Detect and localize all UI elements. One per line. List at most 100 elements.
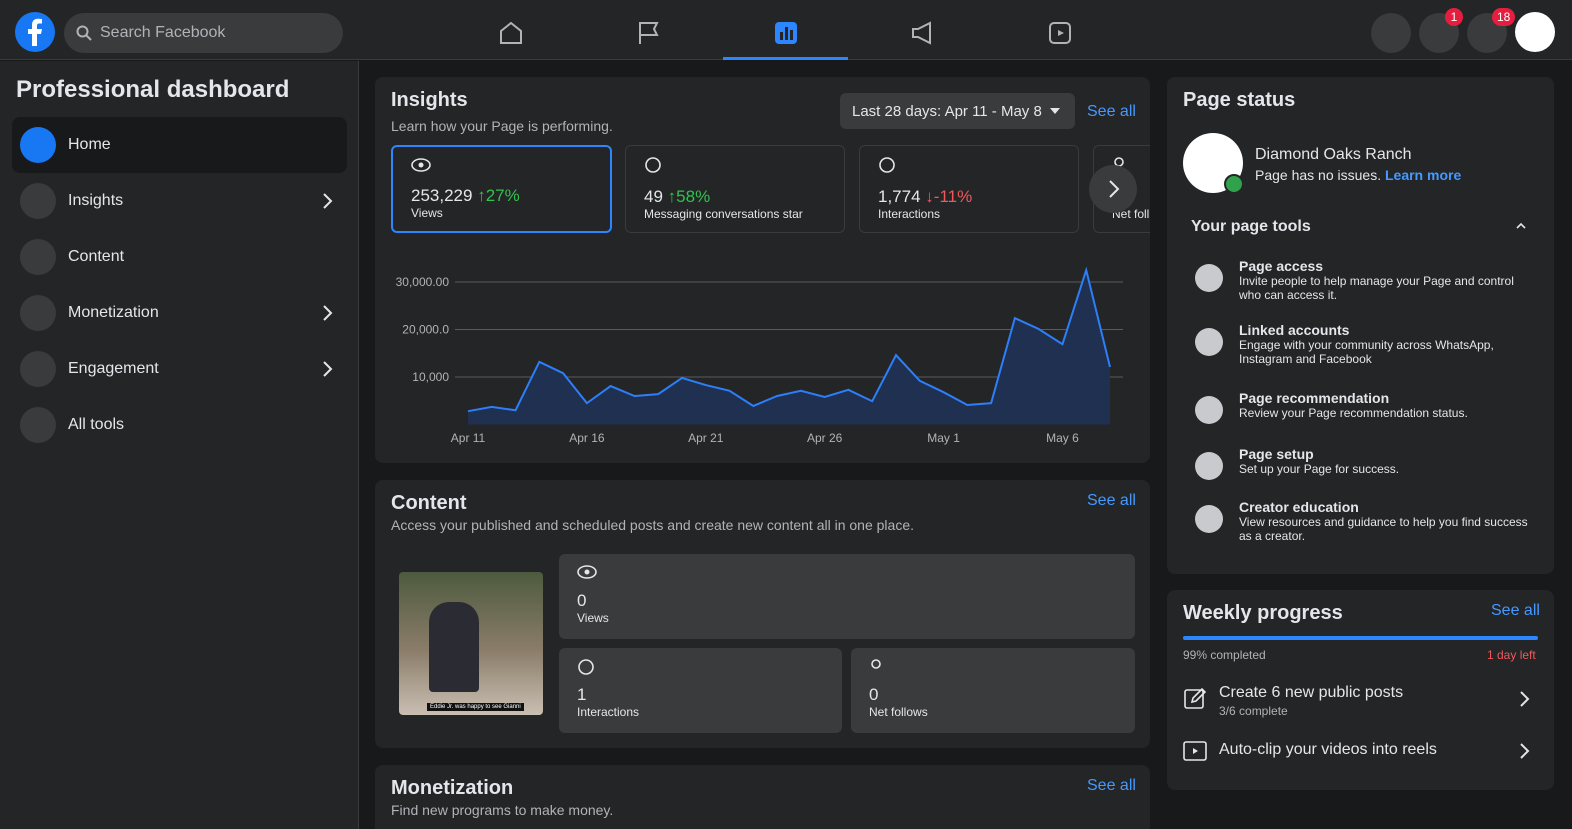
content-see-all[interactable]: See all: [1087, 492, 1136, 509]
tool-icon: [1195, 396, 1223, 424]
metric-value: 49: [644, 187, 663, 206]
task-progress: 3/6 complete: [1219, 704, 1288, 718]
metric-value: 253,229: [411, 186, 473, 205]
chevron: [1520, 743, 1530, 759]
tool-name: Creator education: [1239, 499, 1359, 515]
sidebar-label: All tools: [68, 416, 125, 433]
x-tick-label: May 1: [927, 431, 960, 445]
monetization-title: Monetization: [391, 777, 514, 799]
tool-icon: [1195, 505, 1223, 533]
sidebar-label: Engagement: [68, 360, 159, 377]
sidebar-item[interactable]: Content: [20, 239, 340, 275]
weekly-title: Weekly progress: [1183, 602, 1343, 624]
status: Page has no issues.: [1255, 167, 1382, 183]
tool-icon: [1195, 328, 1223, 356]
area: [468, 270, 1110, 425]
tool-icon: [1195, 264, 1223, 292]
chevron: [323, 361, 333, 377]
x-tick-label: Apr 26: [807, 431, 843, 445]
collapse-caret[interactable]: [1515, 221, 1527, 231]
search-placeholder: Search Facebook: [100, 24, 226, 41]
tool-desc: Set up your Page for success.: [1239, 462, 1400, 476]
messenger-badge: 1: [1445, 8, 1463, 26]
task-name[interactable]: Auto-clip your videos into reels: [1219, 741, 1437, 758]
views-icon: [577, 565, 597, 579]
y-tick-label: 30,000.00: [396, 275, 450, 289]
progress-bar: [1183, 636, 1538, 640]
sidebar-label: Monetization: [68, 304, 159, 321]
content-card: Content Access your published and schedu…: [375, 480, 1150, 748]
chevron: [323, 193, 333, 209]
dashboard-tab[interactable]: [773, 20, 799, 46]
line: [467, 266, 1111, 413]
menu-button[interactable]: [1371, 13, 1411, 53]
sidebar-icon: [20, 295, 56, 331]
tool-desc: Engage with your community across WhatsA…: [1239, 338, 1494, 366]
sidebar-item[interactable]: Home: [20, 127, 340, 163]
x-tick-label: May 6: [1046, 431, 1079, 445]
page-tool[interactable]: Page access Invite people to help manage …: [1239, 258, 1539, 302]
task-name[interactable]: Create 6 new public posts: [1219, 684, 1404, 701]
active-tab-indicator: [723, 57, 848, 60]
x-tick-label: Apr 11: [451, 431, 486, 445]
metric-card[interactable]: 49 ↑58% Messaging conversations star: [625, 145, 845, 233]
tool-desc: Invite people to help manage your Page a…: [1239, 274, 1514, 302]
sidebar-icon: [20, 127, 56, 163]
search-box[interactable]: Search Facebook: [64, 13, 343, 53]
sidebar-item[interactable]: Engagement: [20, 351, 340, 387]
date-range-button[interactable]: Last 28 days: Apr 11 - May 8: [840, 93, 1075, 129]
video-tab[interactable]: [1047, 20, 1073, 46]
dropdown-caret: [1050, 108, 1060, 114]
pages-tab[interactable]: [636, 20, 662, 46]
sidebar-item[interactable]: All tools: [20, 407, 340, 443]
tool-name: Page recommendation: [1239, 390, 1390, 406]
stat-value: 0: [577, 591, 587, 610]
tool-desc: Review your Page recommendation status.: [1239, 406, 1468, 420]
learn-more[interactable]: Learn more: [1384, 167, 1462, 183]
follows-icon: [871, 659, 881, 669]
sidebar-item[interactable]: Monetization: [20, 295, 340, 331]
metric-card[interactable]: 253,229 ↑27% Views: [391, 145, 612, 233]
metric-label: Interactions: [878, 207, 941, 221]
chevron-path: [323, 361, 333, 377]
post-thumbnail[interactable]: Eddie Jr. was happy to see Gianni: [399, 572, 543, 715]
chevron: [1520, 691, 1530, 707]
home-tab[interactable]: [498, 20, 524, 46]
fb-logo[interactable]: [15, 12, 55, 52]
reels-icon: [1183, 741, 1207, 761]
post-stat: 0 Views: [559, 554, 1135, 639]
sidebar-item[interactable]: Insights: [20, 183, 340, 219]
ads-tab[interactable]: [910, 20, 936, 46]
sidebar-label: Content: [68, 248, 125, 265]
sidebar-label: Insights: [68, 192, 124, 209]
x-tick-label: Apr 21: [688, 431, 724, 445]
metric-change-value: 58%: [676, 187, 711, 206]
next-button[interactable]: [1089, 165, 1137, 213]
chevron: [323, 305, 333, 321]
page-tool[interactable]: Linked accounts Engage with your communit…: [1239, 322, 1539, 366]
y-tick-label: 20,000.0: [402, 323, 449, 337]
metric-card[interactable]: 1,774 ↓-11% Interactions: [859, 145, 1079, 233]
profile-avatar[interactable]: [1515, 12, 1555, 52]
post-caption: Eddie Jr. was happy to see Gianni: [427, 703, 524, 711]
top-nav: Search Facebook 1 18: [0, 0, 1572, 60]
monetization-see-all[interactable]: See all: [1087, 777, 1136, 794]
post-stat: 0 Net follows: [851, 648, 1135, 733]
date-range: Last 28 days: Apr 11 - May 8: [852, 103, 1042, 120]
chevron-path: [323, 305, 333, 321]
metric-change-value: -11%: [933, 187, 973, 206]
insights-title: Insights: [391, 89, 468, 111]
stat-label: Interactions: [577, 705, 640, 719]
tools-title: Your page tools: [1191, 218, 1311, 235]
interactions-icon: [879, 157, 895, 173]
sidebar-icon: [20, 239, 56, 275]
page-tool[interactable]: Creator education View resources and guid…: [1239, 499, 1539, 543]
weekly-see-all[interactable]: See all: [1491, 602, 1540, 619]
metric-cards: 253,229 ↑27% Views 49 ↑58% Messaging conve…: [391, 145, 1150, 233]
monetization-subtitle: Find new programs to make money.: [391, 802, 614, 818]
insights-see-all[interactable]: See all: [1087, 103, 1136, 120]
metric-change-value: 27%: [485, 186, 520, 205]
page-tool[interactable]: Page recommendation Review your Page reco…: [1239, 390, 1539, 420]
weekly-card: Weekly progress See all 99% completed 1 …: [1167, 590, 1554, 790]
page-tool[interactable]: Page setup Set up your Page for success.: [1239, 446, 1539, 476]
